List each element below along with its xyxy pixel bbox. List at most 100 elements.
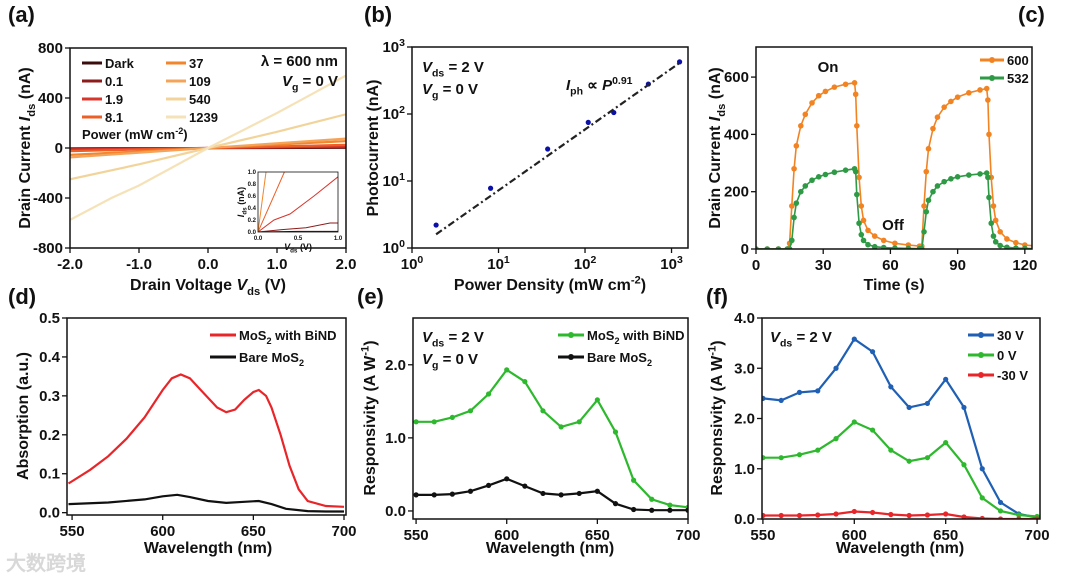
inset-frame [257,171,339,233]
data-point-c-1-47 [1022,245,1028,249]
legend-marker-f-2 [978,372,984,378]
legend-title-a: Power (mW cm-2) [82,126,188,142]
x-axis-label-a: Drain Voltage Vds (V) [130,277,286,298]
annotation-e-1: Vg = 0 V [422,351,478,372]
legend-d: MoS2 with BiND Bare MoS2 [210,328,337,368]
legend-label-a-2: 1.9 [105,92,123,107]
data-point-c-0-20 [860,217,867,224]
panel-d: 550 600 650 700 0.0 0.1 0.2 0.3 0.4 0.5 Wavelength… [15,310,357,557]
x-tick-label-f-2: 650 [933,527,958,544]
data-point-c-1-45 [1004,244,1010,249]
legend-label-c-1: 532 [1007,71,1029,86]
data-point-c-1-9 [802,183,809,189]
y-axis-label-f: Responsivity (A W-1) [707,340,726,495]
y-tick-label-c-1: 200 [724,184,749,201]
x-tick-label-c-3: 90 [949,257,966,274]
legend-label-a-0: Dark [105,56,135,71]
y-tick-label-f-4: 4.0 [734,310,755,327]
annotation-c-0: On [818,59,839,76]
inset-y-tick-label-2: 0.4 [248,206,257,212]
data-point-f-2-2 [796,512,803,519]
data-point-e-1-3 [467,488,474,494]
x-tick-label-a-1: -1.0 [126,256,152,273]
x-tick-label-c-2: 60 [882,257,899,274]
data-point-f-2-9 [924,512,931,518]
data-point-c-0-10 [809,100,815,106]
x-tick-label-a-0: -2.0 [57,256,83,273]
data-point-f-1-6 [869,427,876,433]
inset-y-tick-label-4: 0.8 [248,182,257,188]
y-axis-label-d: Absorption (a.u.) [15,352,32,480]
series-line-a-7 [70,74,346,221]
data-point-f-1-2 [796,452,803,458]
data-point-c-0-45 [1004,236,1010,242]
annotation-a-1: Vg = 0 V [282,73,338,94]
axes-frame-d [66,317,347,516]
data-point-f-1-8 [906,458,912,464]
x-tick-label-f-3: 700 [1025,527,1050,544]
data-point-c-0-36 [966,90,972,96]
data-point-e-0-5 [504,367,510,373]
legend-marker-e-0 [568,332,574,338]
inset-x-tick-label-0: 0.0 [254,236,263,242]
data-point-f-1-3 [815,447,821,453]
x-tick-label-d-0: 550 [60,523,85,540]
legend-e: MoS2 with BiND Bare MoS2 [558,328,685,368]
data-point-f-2-6 [869,509,876,516]
panel-a: -2.0 -1.0 0.0 1.0 2.0 -800 -400 0 400 800 Drain Vo… [17,40,356,298]
legend-label-e-1: Bare MoS2 [587,350,652,368]
data-point-c-0-19 [858,203,865,209]
data-point-e-1-11 [612,501,619,507]
panel-label-c: (c) [1018,2,1045,27]
y-tick-label-d-4: 0.4 [39,349,61,366]
data-point-c-0-30 [925,145,932,152]
data-point-c-0-40 [986,131,992,138]
data-point-c-1-44 [997,242,1003,249]
data-point-c-0-14 [842,81,849,88]
data-point-e-0-6 [522,378,528,385]
data-point-c-1-11 [815,173,822,180]
y-tick-label-a-3: 400 [38,90,63,107]
panel-b: 100 101 102 103 100 101 102 103 Power Density (m… [365,37,689,294]
data-point-f-2-1 [778,512,784,519]
inset-y-tick-label-3: 0.6 [248,194,257,200]
axes-frame-c [755,46,1033,250]
data-point-c-0-22 [871,233,878,239]
data-point-c-0-31 [930,125,936,132]
data-point-c-1-5 [789,237,795,244]
y-axis-label-b: Photocurrent (nA) [365,80,382,217]
data-point-c-1-10 [809,177,815,184]
data-point-f-1-10 [943,440,949,446]
data-point-f-2-0 [762,512,766,519]
x-tick-label-a-3: 1.0 [267,256,288,273]
inset-x-axis-label: Vds (V) [284,242,312,255]
data-point-c-1-27 [918,245,925,249]
data-point-e-0-10 [594,397,600,403]
legend-label-d-1: Bare MoS2 [239,350,304,368]
y-tick-label-c-2: 400 [724,126,749,143]
data-point-f-0-10 [943,376,949,382]
data-point-c-0-18 [856,174,862,181]
data-point-c-0-44 [997,229,1003,235]
plot-area-d [67,373,345,513]
annotation-e-0: Vds = 2 V [422,329,484,350]
x-axis-label-d: Wavelength (nm) [144,540,272,557]
data-point-e-1-0 [413,492,419,498]
data-point-e-0-11 [612,429,619,435]
data-point-f-2-3 [815,512,821,518]
series-line-inset-3 [258,172,285,232]
data-point-c-1-31 [930,188,936,195]
data-point-c-1-28 [921,229,927,235]
plot-area-e [413,367,688,513]
y-tick-label-b-2: 102 [382,104,405,123]
legend-marker-f-0 [978,332,984,338]
data-point-c-1-30 [925,197,932,204]
x-axis-label-b: Power Density (mW cm-2) [454,275,646,294]
x-tick-label-b-1: 101 [487,254,510,273]
y-tick-label-a-2: 0 [55,140,63,157]
data-point-e-0-0 [413,419,419,425]
legend-marker-c-0 [989,57,995,63]
panel-label-d: (d) [8,284,37,309]
